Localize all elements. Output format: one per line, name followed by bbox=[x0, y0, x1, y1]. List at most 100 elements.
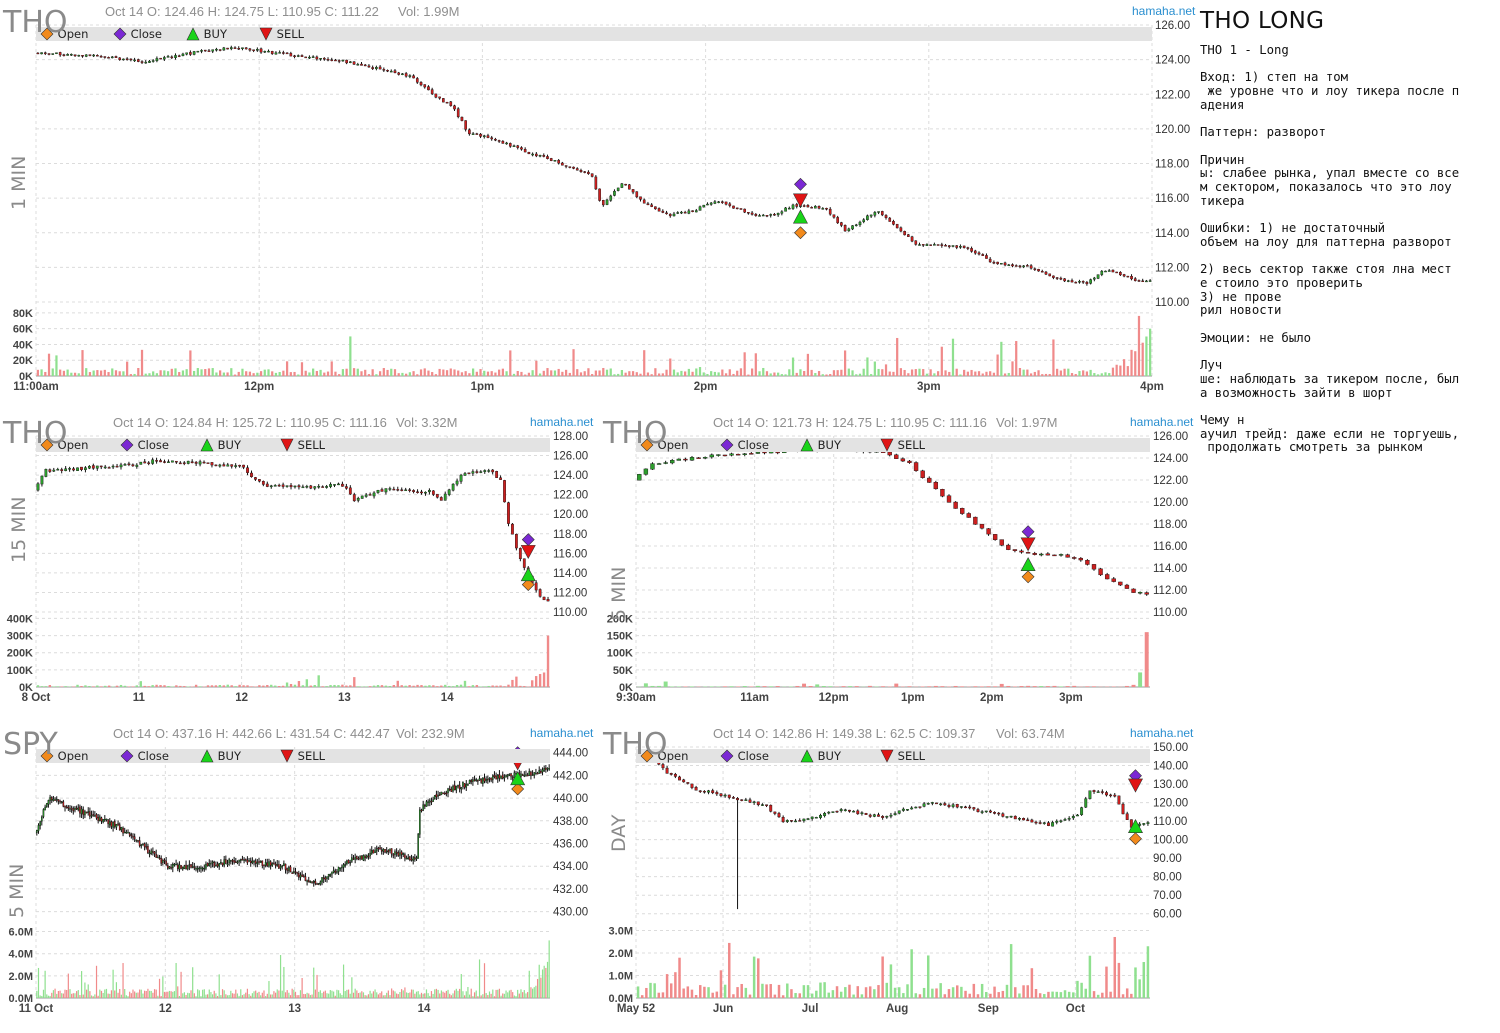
volume-bar bbox=[123, 685, 127, 687]
volume-bar bbox=[440, 685, 443, 687]
volume-bar bbox=[377, 994, 379, 998]
volume-bar bbox=[54, 988, 56, 998]
volume-bar bbox=[270, 684, 273, 687]
candle-body bbox=[364, 494, 368, 497]
volume-bar bbox=[233, 993, 235, 998]
volume-bar bbox=[40, 686, 44, 687]
volume-bar bbox=[210, 685, 214, 687]
volume-bar bbox=[206, 685, 210, 687]
volume-bar bbox=[460, 974, 462, 998]
volume-bar bbox=[166, 371, 170, 376]
volume-bar bbox=[494, 372, 497, 376]
buy-marker bbox=[792, 209, 808, 224]
candle-body bbox=[324, 877, 327, 880]
volume-bar bbox=[825, 374, 828, 376]
candle-body bbox=[438, 794, 441, 796]
volume-bar bbox=[218, 685, 222, 687]
timeframe-label: DAY bbox=[608, 814, 630, 852]
volume-bar bbox=[274, 992, 277, 998]
volume-bar bbox=[427, 370, 430, 376]
volume-bar bbox=[401, 989, 403, 998]
candle-body bbox=[744, 799, 748, 801]
candle-body bbox=[153, 851, 156, 854]
volume-bar bbox=[470, 988, 472, 998]
candle-body bbox=[694, 787, 698, 791]
candle-body bbox=[123, 464, 127, 466]
candle-body bbox=[94, 815, 96, 817]
candle-body bbox=[624, 183, 627, 186]
volume-bar bbox=[200, 996, 202, 998]
candle-body bbox=[437, 795, 439, 797]
candle-body bbox=[132, 836, 134, 838]
volume-bar bbox=[207, 368, 211, 376]
candle-body bbox=[843, 809, 847, 811]
volume-bar bbox=[1003, 373, 1007, 376]
volume-bar bbox=[183, 686, 186, 687]
candle-body bbox=[438, 96, 441, 99]
volume-bar bbox=[464, 371, 467, 376]
volume-bar bbox=[285, 682, 289, 687]
volume-bar bbox=[694, 994, 698, 998]
price-tick-label: 114.00 bbox=[1155, 228, 1189, 240]
candle-body bbox=[92, 814, 95, 816]
candle-body bbox=[152, 851, 154, 853]
candle-body bbox=[1011, 264, 1014, 267]
candle-body bbox=[881, 816, 885, 818]
candle-body bbox=[742, 453, 747, 455]
candle-body bbox=[1148, 280, 1152, 282]
volume-bar bbox=[440, 990, 442, 998]
candle-body bbox=[960, 508, 965, 514]
legend-open-icon bbox=[640, 438, 654, 452]
candle-body bbox=[722, 454, 728, 457]
volume-bar bbox=[408, 685, 411, 687]
volume-bar bbox=[419, 994, 421, 998]
volume-bar bbox=[713, 371, 717, 376]
volume-bar bbox=[920, 686, 925, 687]
volume-bar bbox=[357, 686, 360, 687]
candle-body bbox=[214, 464, 218, 467]
volume-bar bbox=[553, 370, 557, 376]
volume-bar bbox=[464, 995, 466, 998]
volume-bar bbox=[431, 372, 434, 376]
volume-bar bbox=[635, 372, 638, 376]
candle-body bbox=[451, 483, 455, 491]
volume-bar bbox=[723, 984, 727, 998]
volume-bar bbox=[266, 993, 268, 998]
time-tick-label: 8 Oct bbox=[22, 692, 51, 704]
volume-bar bbox=[422, 994, 424, 998]
candle-body bbox=[1034, 821, 1038, 824]
candle-body bbox=[36, 52, 40, 55]
candle-body bbox=[135, 839, 138, 841]
ohlc-header: Oct 14 O: 437.16 H: 442.66 L: 431.54 C: … bbox=[113, 726, 390, 741]
volume-bar bbox=[122, 963, 124, 998]
volume-bar bbox=[104, 989, 106, 998]
candle-body bbox=[872, 814, 876, 817]
volume-bar bbox=[96, 685, 99, 687]
volume-bar bbox=[624, 372, 627, 376]
candle-body bbox=[196, 50, 200, 53]
volume-bar bbox=[579, 372, 583, 376]
volume-bar bbox=[1111, 367, 1115, 376]
legend-close: Close bbox=[720, 749, 769, 763]
volume-bar bbox=[55, 355, 58, 376]
candle-body bbox=[727, 794, 731, 798]
volume-bar bbox=[536, 978, 539, 998]
volume-bar bbox=[870, 374, 873, 376]
volume-bar bbox=[561, 371, 564, 376]
volume-bar bbox=[739, 368, 743, 376]
candle-body bbox=[360, 495, 364, 499]
legend-open: Open bbox=[640, 438, 688, 452]
volume-bar bbox=[1067, 368, 1070, 376]
candle-body bbox=[163, 461, 166, 463]
candle-body bbox=[906, 809, 909, 811]
candle-body bbox=[160, 857, 162, 864]
candle-body bbox=[1030, 819, 1034, 823]
volume-bar bbox=[1134, 351, 1137, 376]
volume-bar bbox=[172, 991, 174, 998]
candle-body bbox=[864, 813, 868, 815]
volume-bar bbox=[999, 683, 1004, 687]
candle-body bbox=[847, 228, 851, 232]
volume-bar bbox=[765, 984, 768, 998]
volume-bar bbox=[1030, 968, 1034, 998]
candle-body bbox=[331, 871, 333, 875]
